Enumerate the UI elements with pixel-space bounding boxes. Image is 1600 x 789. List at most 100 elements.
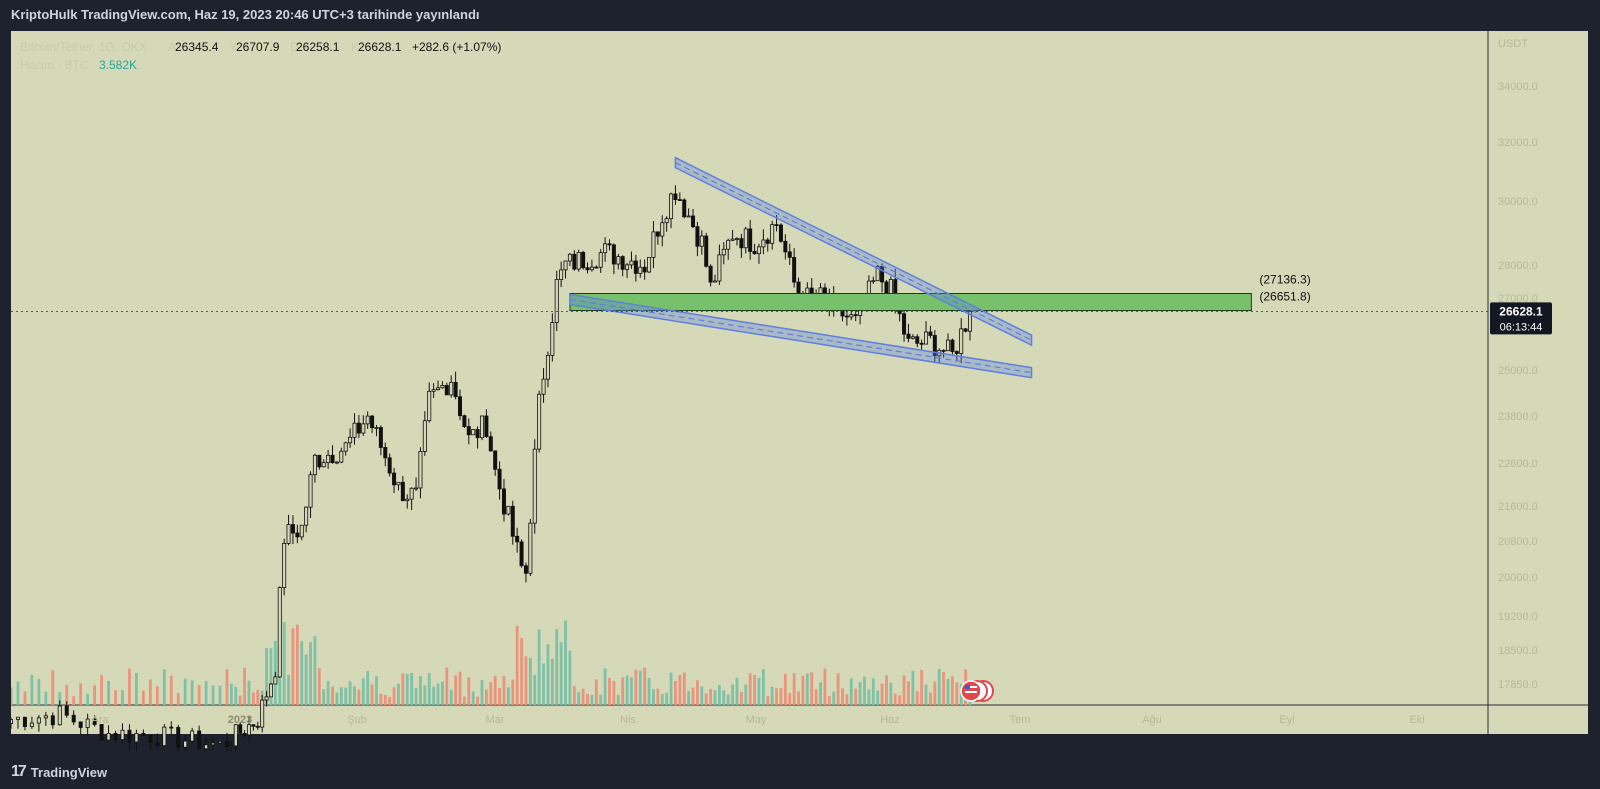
candle-body <box>440 385 445 389</box>
candle-body <box>396 481 401 486</box>
candle-body <box>312 454 317 476</box>
candle-body <box>629 260 634 266</box>
candle-body <box>946 339 951 352</box>
candle-body <box>348 436 353 444</box>
last-price-tag[interactable] <box>1490 302 1552 335</box>
volume-bar <box>801 675 805 705</box>
volume-bar <box>30 674 34 705</box>
price-tick-label: 17850.0 <box>1498 679 1538 691</box>
candle-body <box>673 193 678 200</box>
candle-body <box>932 335 937 357</box>
candle-body <box>343 442 348 452</box>
time-tick-label: Şub <box>347 714 367 726</box>
channel-upper-band[interactable] <box>674 156 1033 347</box>
falling-wedge-channel[interactable] <box>569 156 1033 379</box>
volume-bar <box>726 694 730 705</box>
volume-bar <box>621 677 625 705</box>
volume-bar <box>183 678 187 705</box>
volume-bar <box>397 683 400 705</box>
candle-body <box>418 450 423 489</box>
volume-bar <box>770 686 774 705</box>
volume-bar <box>155 686 159 705</box>
candle-body <box>273 676 278 685</box>
candle-body <box>954 351 959 354</box>
candle-body <box>669 193 674 220</box>
legend-high-label: Y <box>229 40 237 54</box>
candle-body <box>523 565 528 574</box>
legend-open-label: A <box>168 40 176 54</box>
candle-body <box>471 429 476 436</box>
volume-bar <box>331 686 334 705</box>
price-tick-label: 28000.0 <box>1498 260 1538 272</box>
candle-body <box>849 314 854 318</box>
volume-bar <box>779 688 783 705</box>
chart-panel[interactable]: (27136.3) (26651.8) 34000.0 32000.0 30000.0… <box>8 31 1588 757</box>
volume-bar <box>933 681 937 705</box>
volume-bar <box>9 687 13 705</box>
volume-bar <box>480 680 484 705</box>
candle-body <box>638 266 643 274</box>
volume-bar <box>441 681 444 705</box>
volume-bar <box>348 681 352 705</box>
candle-body <box>510 505 515 537</box>
flag-icon[interactable] <box>960 680 994 702</box>
volume-bar <box>148 679 152 705</box>
volume-bar <box>797 691 800 705</box>
volume-bar <box>317 668 321 705</box>
candle-body <box>721 248 726 256</box>
time-axis-background[interactable] <box>11 705 1588 734</box>
candle-body <box>148 734 153 743</box>
candle-body <box>924 331 929 345</box>
candle-body <box>113 733 118 740</box>
candle-body <box>497 468 502 490</box>
volume-bar <box>682 672 686 705</box>
volume-bar <box>590 694 594 705</box>
legend-high: 26707.9 <box>236 40 280 54</box>
candle-body <box>704 235 709 267</box>
candle-body <box>365 415 370 425</box>
volume-bar <box>792 673 796 705</box>
tradingview-brand[interactable]: 17 TradingView <box>11 763 107 781</box>
candle-body <box>880 266 885 283</box>
price-tick-label: 32000.0 <box>1498 137 1538 149</box>
volume-bar <box>300 641 304 705</box>
time-tick-label: Tem <box>1010 714 1031 726</box>
tradingview-logo-icon: 17 <box>11 763 27 780</box>
volume-bar <box>542 663 545 705</box>
volume-bar <box>691 687 695 705</box>
candle-body <box>528 522 533 574</box>
candle-body <box>594 266 599 269</box>
candle-body <box>519 541 524 567</box>
volume-bar <box>405 674 409 705</box>
candle-body <box>233 724 238 747</box>
resistance-zone-box[interactable] <box>569 293 1252 312</box>
volume-bar <box>309 642 312 705</box>
candle-body <box>537 393 542 450</box>
volume-bar <box>564 620 567 705</box>
volume-bar <box>51 670 55 705</box>
candle-body <box>963 328 968 332</box>
candle-body <box>22 716 27 727</box>
volume-bar <box>656 688 660 705</box>
volume-bar <box>660 694 664 705</box>
volume-bar <box>524 656 528 705</box>
volume-bar <box>243 667 246 705</box>
publish-title: KriptoHulk TradingView.com, Haz 19, 2023… <box>11 7 480 22</box>
candle-body <box>422 420 427 452</box>
candle-body <box>378 427 383 448</box>
volume-bar <box>467 677 471 705</box>
price-chart[interactable]: (27136.3) (26651.8) 34000.0 32000.0 30000.0… <box>8 31 1588 757</box>
time-tick-label: May <box>746 714 767 726</box>
candle-body <box>743 228 748 249</box>
candle-body <box>176 727 181 748</box>
volume-bar <box>748 673 752 705</box>
volume-bar <box>849 678 853 705</box>
volume-bar <box>678 675 682 705</box>
candle-body <box>242 733 247 736</box>
price-tick-label: 30000.0 <box>1498 196 1538 208</box>
volume-bar <box>388 696 392 705</box>
volume-bar <box>238 695 242 705</box>
volume-bar <box>141 690 145 705</box>
price-axis-background[interactable] <box>1488 31 1588 705</box>
candle-body <box>264 696 269 701</box>
